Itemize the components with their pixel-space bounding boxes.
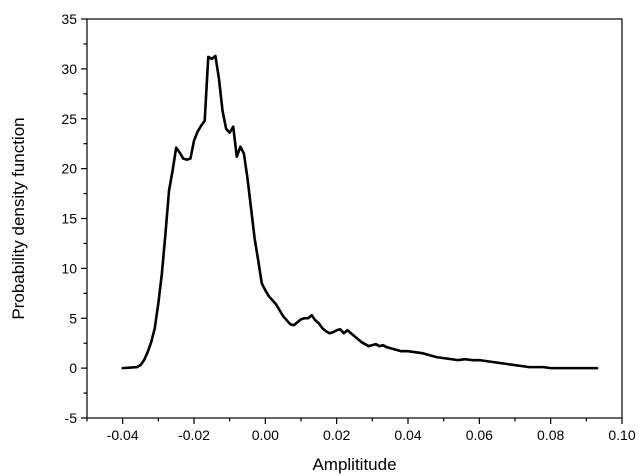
series-line bbox=[121, 54, 599, 370]
y-tick-label: 30 bbox=[61, 61, 77, 77]
y-tick-label: 5 bbox=[69, 310, 77, 326]
ticks-layer bbox=[81, 18, 623, 424]
y-tick-label: 35 bbox=[61, 11, 77, 27]
x-tick-label: 0.00 bbox=[252, 427, 279, 443]
x-tick-label: 0.06 bbox=[466, 427, 493, 443]
y-tick-label: -5 bbox=[65, 410, 78, 426]
y-tick-label: 15 bbox=[61, 211, 77, 227]
y-tick-label: 10 bbox=[61, 260, 77, 276]
x-tick-label: -0.02 bbox=[178, 427, 210, 443]
x-tick-label: 0.10 bbox=[608, 427, 635, 443]
x-axis-title: Amplititude bbox=[312, 455, 396, 474]
y-tick-label: 25 bbox=[61, 111, 77, 127]
y-axis-title: Probability density function bbox=[9, 117, 28, 319]
tick-labels-layer: -0.04 -0.02 0.00 0.02 0.04 0.06 0.08 0.10 -5 0 5 10… bbox=[61, 11, 635, 443]
y-tick-label: 20 bbox=[61, 161, 77, 177]
x-tick-label: -0.04 bbox=[107, 427, 139, 443]
y-tick-label: 0 bbox=[69, 360, 77, 376]
x-tick-label: 0.02 bbox=[323, 427, 350, 443]
x-tick-label: 0.04 bbox=[394, 427, 421, 443]
plot-frame bbox=[86, 18, 623, 419]
x-tick-label: 0.08 bbox=[537, 427, 564, 443]
